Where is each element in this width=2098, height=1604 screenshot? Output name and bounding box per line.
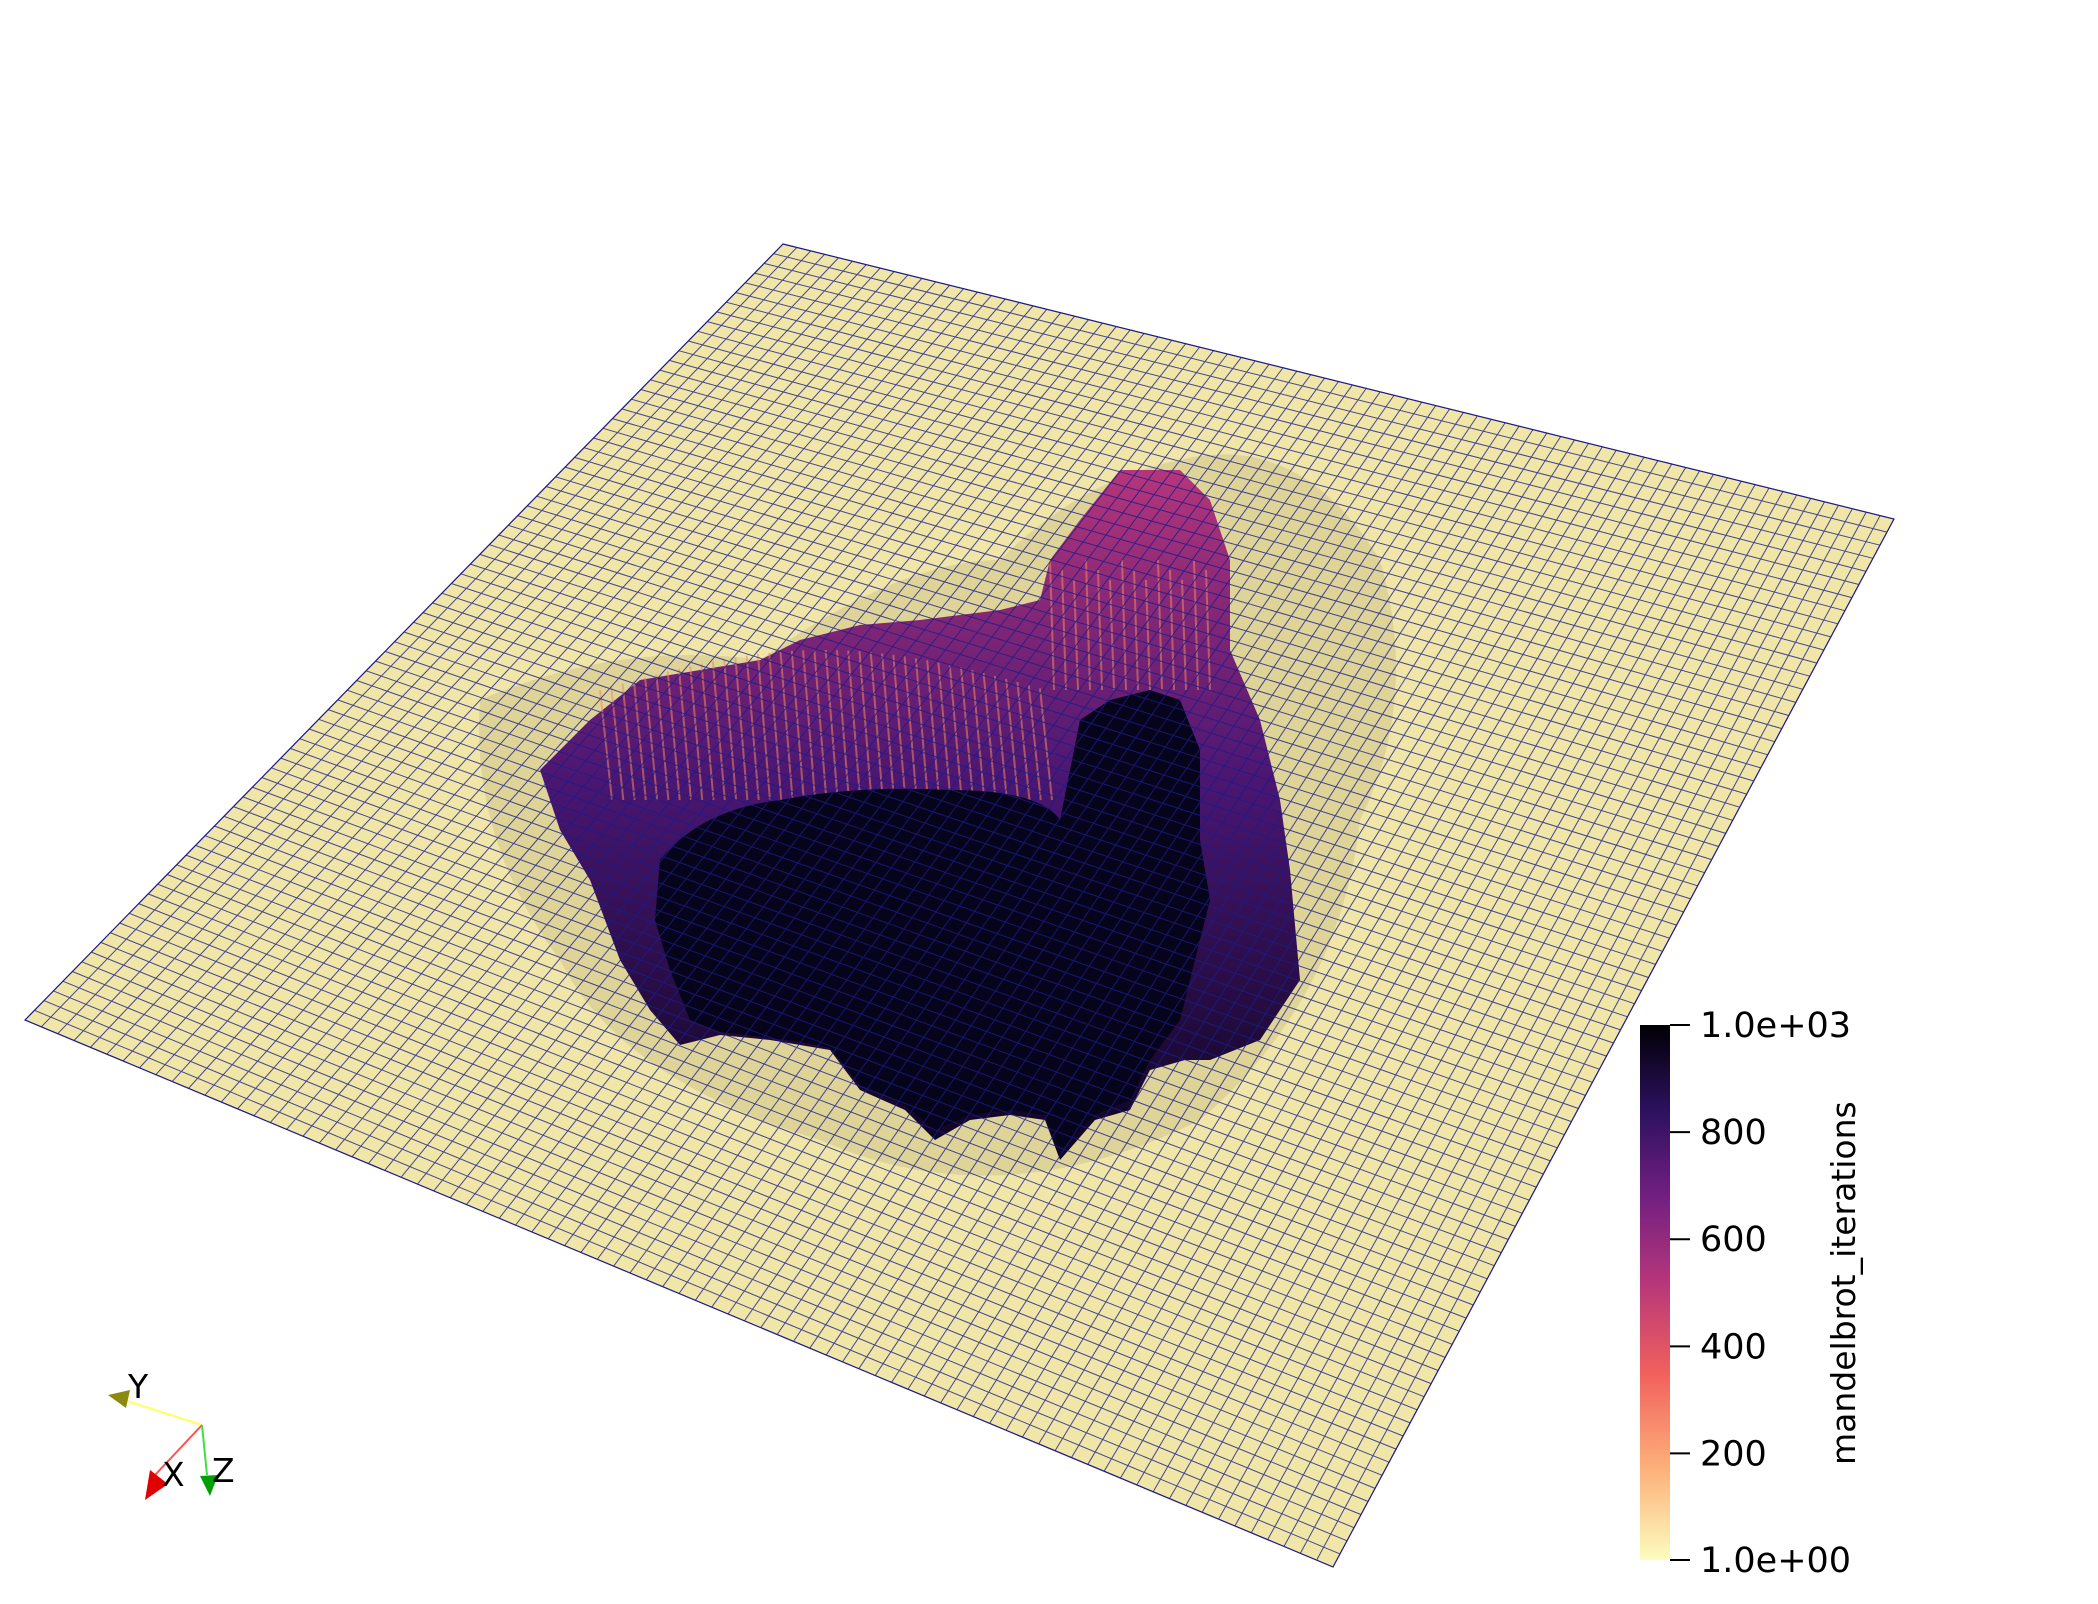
- colorbar-tick-label: 400: [1700, 1327, 1767, 1367]
- pit-wall-ridges: [599, 559, 1211, 801]
- colorbar-tick-label: 1.0e+00: [1700, 1541, 1851, 1581]
- colorbar-gradient: [1640, 1025, 1670, 1560]
- z-axis-label: Z: [212, 1451, 235, 1490]
- y-axis-label: Y: [127, 1367, 149, 1406]
- z-axis-line: [201, 1424, 208, 1476]
- x-axis-label: X: [162, 1455, 185, 1494]
- y-axis-line: [117, 1397, 203, 1426]
- colorbar-title: mandelbrot_iterations: [1824, 1101, 1863, 1465]
- x-axis-cone-icon: [145, 1470, 168, 1500]
- colorbar-tick-label: 600: [1700, 1220, 1767, 1260]
- z-axis-cone-icon: [200, 1475, 218, 1496]
- orientation-axes: Y X Z: [108, 1367, 235, 1500]
- mandelbrot-surface[interactable]: [23, 243, 1895, 1568]
- colorbar-tick-label: 1.0e+03: [1700, 1006, 1851, 1046]
- colorbar: 1.0e+03 800 600 400 200 1.0e+00 mandelbrot_it…: [1640, 1006, 1863, 1581]
- surface-grid: [25, 244, 1894, 1567]
- colorbar-ticks: 1.0e+03 800 600 400 200 1.0e+00: [1670, 1006, 1851, 1581]
- y-axis-cone-icon: [108, 1390, 130, 1408]
- colorbar-tick-label: 800: [1700, 1113, 1767, 1153]
- colorbar-tick-label: 200: [1700, 1434, 1767, 1474]
- x-axis-line: [154, 1424, 203, 1476]
- surface-pit-floor: [655, 690, 1210, 1150]
